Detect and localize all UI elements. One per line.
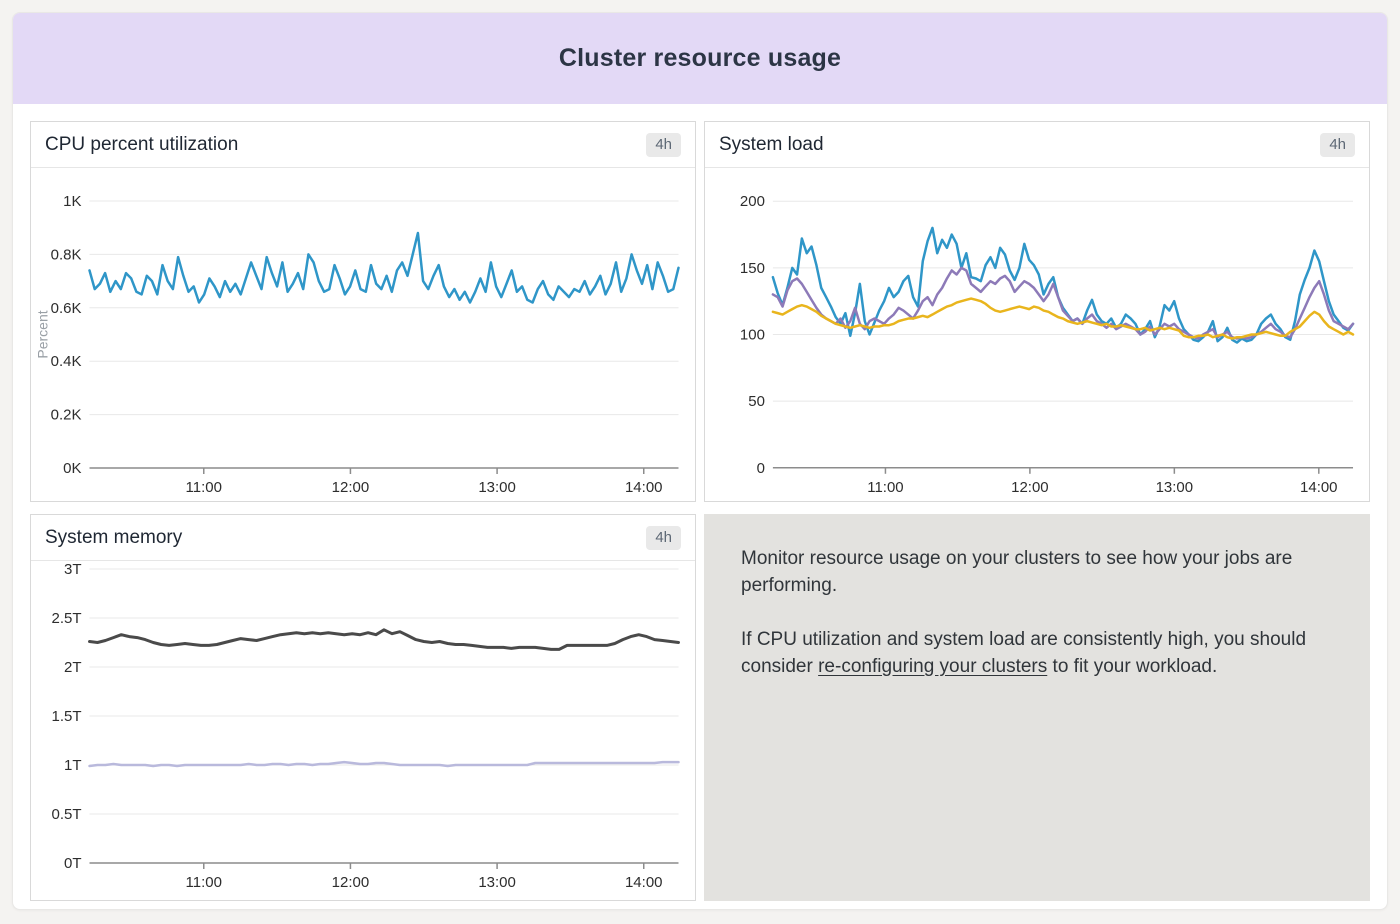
svg-text:2.5T: 2.5T bbox=[51, 610, 81, 627]
panel-title-memory: System memory bbox=[45, 527, 182, 549]
time-range-badge-memory[interactable]: 4h bbox=[646, 526, 681, 550]
svg-text:150: 150 bbox=[740, 260, 765, 277]
svg-text:13:00: 13:00 bbox=[478, 479, 516, 496]
svg-text:12:00: 12:00 bbox=[332, 479, 370, 496]
svg-text:0.6K: 0.6K bbox=[51, 300, 82, 317]
panel-title-load: System load bbox=[719, 134, 824, 156]
svg-text:100: 100 bbox=[740, 326, 765, 343]
svg-text:14:00: 14:00 bbox=[1300, 479, 1337, 496]
reconfigure-clusters-link[interactable]: re-configuring your clusters bbox=[818, 656, 1047, 677]
svg-text:0.5T: 0.5T bbox=[51, 806, 81, 823]
panel-info-text: Monitor resource usage on your clusters … bbox=[704, 514, 1370, 901]
svg-text:11:00: 11:00 bbox=[867, 479, 903, 496]
panel-header-memory: System memory 4h bbox=[31, 515, 695, 561]
svg-text:11:00: 11:00 bbox=[186, 479, 222, 496]
svg-text:1K: 1K bbox=[63, 193, 81, 210]
svg-text:0K: 0K bbox=[63, 460, 81, 477]
dashboard-card: Cluster resource usage CPU percent utili… bbox=[12, 12, 1388, 910]
svg-text:12:00: 12:00 bbox=[1011, 479, 1048, 496]
svg-text:0.4K: 0.4K bbox=[51, 353, 82, 370]
svg-text:50: 50 bbox=[748, 393, 765, 410]
panel-system-memory: System memory 4h 0T 0.5T 1T 1.5T 2T 2.5T 3T 11:… bbox=[30, 514, 696, 901]
info-text-2b: to fit your workload. bbox=[1047, 656, 1217, 677]
svg-text:3T: 3T bbox=[64, 561, 82, 578]
svg-text:0: 0 bbox=[757, 460, 765, 477]
svg-text:0.8K: 0.8K bbox=[51, 246, 82, 263]
svg-text:200: 200 bbox=[740, 193, 765, 210]
svg-text:14:00: 14:00 bbox=[625, 874, 663, 891]
panel-header-load: System load 4h bbox=[705, 122, 1369, 168]
dashboard-content: CPU percent utilization 4h 0K 0.2K 0.4K 0.6… bbox=[13, 104, 1387, 910]
svg-text:2T: 2T bbox=[64, 659, 82, 676]
panel-cpu-utilization: CPU percent utilization 4h 0K 0.2K 0.4K 0.6… bbox=[30, 121, 696, 502]
system-load-chart[interactable]: 0 50 100 150 200 11:00 12:00 13:00 14:00 bbox=[705, 168, 1369, 501]
svg-text:1.5T: 1.5T bbox=[51, 708, 81, 725]
cpu-utilization-chart[interactable]: 0K 0.2K 0.4K 0.6K 0.8K 1K 11:00 12:00 13:00 14:00… bbox=[31, 168, 695, 501]
svg-text:1T: 1T bbox=[64, 757, 82, 774]
panel-system-load: System load 4h 0 50 100 150 200 11:00 12:00 13:… bbox=[704, 121, 1370, 502]
system-memory-chart[interactable]: 0T 0.5T 1T 1.5T 2T 2.5T 3T 11:00 12:00 13:00 14:00 bbox=[31, 561, 695, 900]
info-paragraph-2: If CPU utilization and system load are c… bbox=[741, 627, 1333, 681]
panel-title-cpu: CPU percent utilization bbox=[45, 134, 238, 156]
dashboard-banner: Cluster resource usage bbox=[13, 13, 1387, 104]
svg-text:0.2K: 0.2K bbox=[51, 407, 82, 424]
svg-text:11:00: 11:00 bbox=[186, 874, 222, 891]
info-paragraph-1: Monitor resource usage on your clusters … bbox=[741, 546, 1333, 600]
info-text-1: Monitor resource usage on your clusters … bbox=[741, 548, 1292, 596]
time-range-badge-cpu[interactable]: 4h bbox=[646, 133, 681, 157]
svg-text:12:00: 12:00 bbox=[332, 874, 370, 891]
svg-text:0T: 0T bbox=[64, 855, 82, 872]
svg-text:Percent: Percent bbox=[35, 310, 51, 358]
svg-text:13:00: 13:00 bbox=[1156, 479, 1193, 496]
panels-grid: CPU percent utilization 4h 0K 0.2K 0.4K 0.6… bbox=[30, 121, 1370, 901]
page-title: Cluster resource usage bbox=[559, 44, 841, 73]
svg-text:14:00: 14:00 bbox=[625, 479, 663, 496]
time-range-badge-load[interactable]: 4h bbox=[1320, 133, 1355, 157]
panel-header-cpu: CPU percent utilization 4h bbox=[31, 122, 695, 168]
svg-text:13:00: 13:00 bbox=[478, 874, 516, 891]
